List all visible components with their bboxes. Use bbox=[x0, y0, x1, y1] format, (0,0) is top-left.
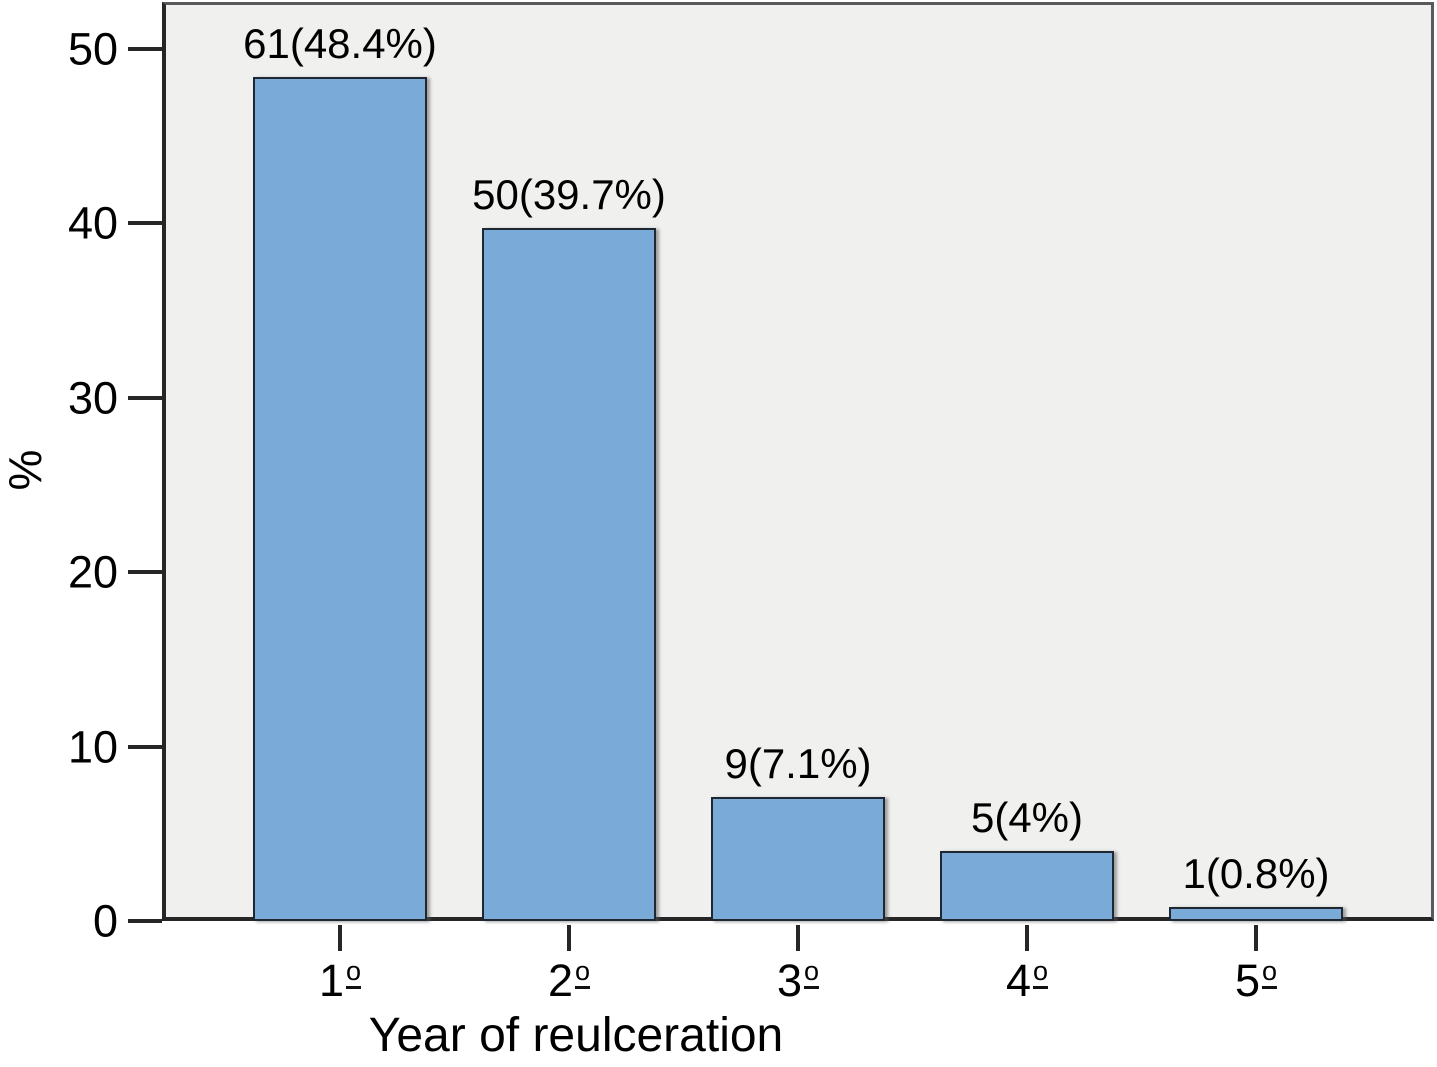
bar bbox=[1169, 907, 1343, 921]
ordinal-suffix: o bbox=[1033, 958, 1049, 989]
bar-value-label: 61(48.4%) bbox=[243, 19, 437, 67]
bar-value-label: 5(4%) bbox=[970, 794, 1084, 842]
ordinal-suffix: o bbox=[1262, 958, 1278, 989]
x-tick-mark bbox=[338, 925, 342, 951]
bar-value-label: 9(7.1%) bbox=[724, 740, 872, 788]
x-tick-label: 5o bbox=[1234, 955, 1278, 1006]
x-tick-mark bbox=[796, 925, 800, 951]
y-tick-label: 40 bbox=[67, 197, 118, 249]
x-tick-mark bbox=[567, 925, 571, 951]
x-axis-title: Year of reulceration bbox=[368, 1009, 784, 1062]
y-tick-label: 50 bbox=[67, 23, 118, 75]
bar-value-label: 50(39.7%) bbox=[472, 171, 666, 219]
y-tick-label: 0 bbox=[92, 895, 118, 947]
x-tick-label: 2o bbox=[547, 955, 591, 1006]
y-tick-label: 10 bbox=[67, 721, 118, 773]
y-tick-mark bbox=[128, 221, 162, 226]
bar bbox=[940, 851, 1114, 921]
y-tick-mark bbox=[128, 46, 162, 51]
ordinal-suffix: o bbox=[575, 958, 591, 989]
bar bbox=[711, 797, 885, 921]
y-tick-mark bbox=[128, 395, 162, 400]
ordinal-suffix: o bbox=[346, 958, 362, 989]
y-tick-mark bbox=[128, 919, 162, 923]
y-tick-label: 30 bbox=[67, 372, 118, 424]
x-tick-label: 4o bbox=[1005, 955, 1049, 1006]
y-tick-label: 20 bbox=[67, 546, 118, 598]
x-tick-mark bbox=[1025, 925, 1029, 951]
bar-value-label: 1(0.8%) bbox=[1182, 850, 1330, 898]
y-tick-mark bbox=[128, 570, 162, 575]
y-axis-title: % bbox=[0, 449, 51, 491]
bar bbox=[253, 76, 427, 921]
x-tick-mark bbox=[1254, 925, 1258, 951]
y-tick-mark bbox=[128, 744, 162, 749]
bar bbox=[482, 228, 656, 921]
x-tick-label: 1o bbox=[318, 955, 362, 1006]
ordinal-suffix: o bbox=[804, 958, 820, 989]
x-tick-label: 3o bbox=[776, 955, 820, 1006]
